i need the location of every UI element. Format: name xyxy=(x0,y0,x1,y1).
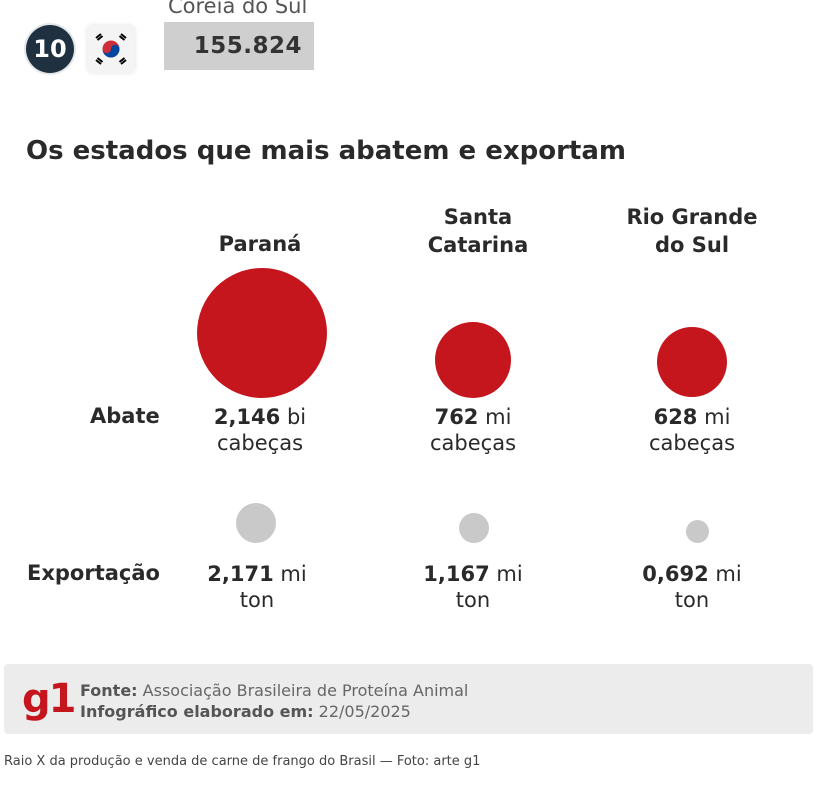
rank-badge: 10 xyxy=(26,25,74,73)
export-circle-santa-catarina xyxy=(459,513,489,543)
abate-circle-rio-grande-do-sul xyxy=(657,327,727,397)
export-circle-rio-grande-do-sul xyxy=(686,520,709,543)
country-name: Coreia do Sul xyxy=(168,0,308,18)
export-unit2: ton xyxy=(455,588,491,612)
export-number: 0,692 xyxy=(642,562,709,586)
abate-circle-santa-catarina xyxy=(435,322,511,398)
abate-value-parana: 2,146 bi cabeças xyxy=(160,404,360,456)
image-caption: Raio X da produção e venda de carne de f… xyxy=(4,754,481,769)
source-label: Fonte: xyxy=(80,681,138,700)
export-unit: mi xyxy=(715,562,742,586)
abate-unit2: cabeças xyxy=(648,431,736,455)
abate-circle-parana xyxy=(197,268,327,398)
export-value-rio-grande-do-sul: 0,692 mi ton xyxy=(592,561,792,613)
abate-number: 628 xyxy=(653,405,698,429)
source-footer xyxy=(4,664,813,734)
source-line: Fonte: Associação Brasileira de Proteína… xyxy=(80,681,468,700)
export-value-santa-catarina: 1,167 mi ton xyxy=(373,561,573,613)
export-unit: mi xyxy=(280,562,307,586)
abate-unit: mi xyxy=(485,405,512,429)
infographic-line: Infográfico elaborado em: 22/05/2025 xyxy=(80,702,411,721)
south-korea-flag-icon xyxy=(87,25,135,73)
infographic-label: Infográfico elaborado em: xyxy=(80,702,314,721)
abate-value-rio-grande-do-sul: 628 mi cabeças xyxy=(592,404,792,456)
row-label-exportacao: Exportação xyxy=(27,561,160,585)
export-circle-parana xyxy=(236,503,276,543)
abate-unit: mi xyxy=(704,405,731,429)
country-value: 155.824 xyxy=(164,22,314,70)
abate-number: 2,146 xyxy=(213,405,281,429)
section-title: Os estados que mais abatem e exportam xyxy=(26,136,626,166)
row-label-abate: Abate xyxy=(90,404,160,428)
export-number: 1,167 xyxy=(423,562,490,586)
abate-unit2: cabeças xyxy=(429,431,517,455)
export-number: 2,171 xyxy=(207,562,274,586)
state-name-santa-catarina: Santa Catarina xyxy=(427,205,529,257)
source-value: Associação Brasileira de Proteína Animal xyxy=(142,681,469,700)
export-value-parana: 2,171 mi ton xyxy=(157,561,357,613)
abate-unit2: cabeças xyxy=(216,431,304,455)
infographic-date: 22/05/2025 xyxy=(318,702,411,721)
state-name-parana: Paraná xyxy=(218,232,302,256)
abate-value-santa-catarina: 762 mi cabeças xyxy=(373,404,573,456)
state-name-rio-grande-do-sul: Rio Grande do Sul xyxy=(626,205,758,257)
abate-unit: bi xyxy=(286,405,307,429)
export-unit2: ton xyxy=(674,588,710,612)
export-unit: mi xyxy=(496,562,523,586)
g1-logo: g1 xyxy=(22,676,76,722)
abate-number: 762 xyxy=(434,405,479,429)
export-unit2: ton xyxy=(239,588,275,612)
